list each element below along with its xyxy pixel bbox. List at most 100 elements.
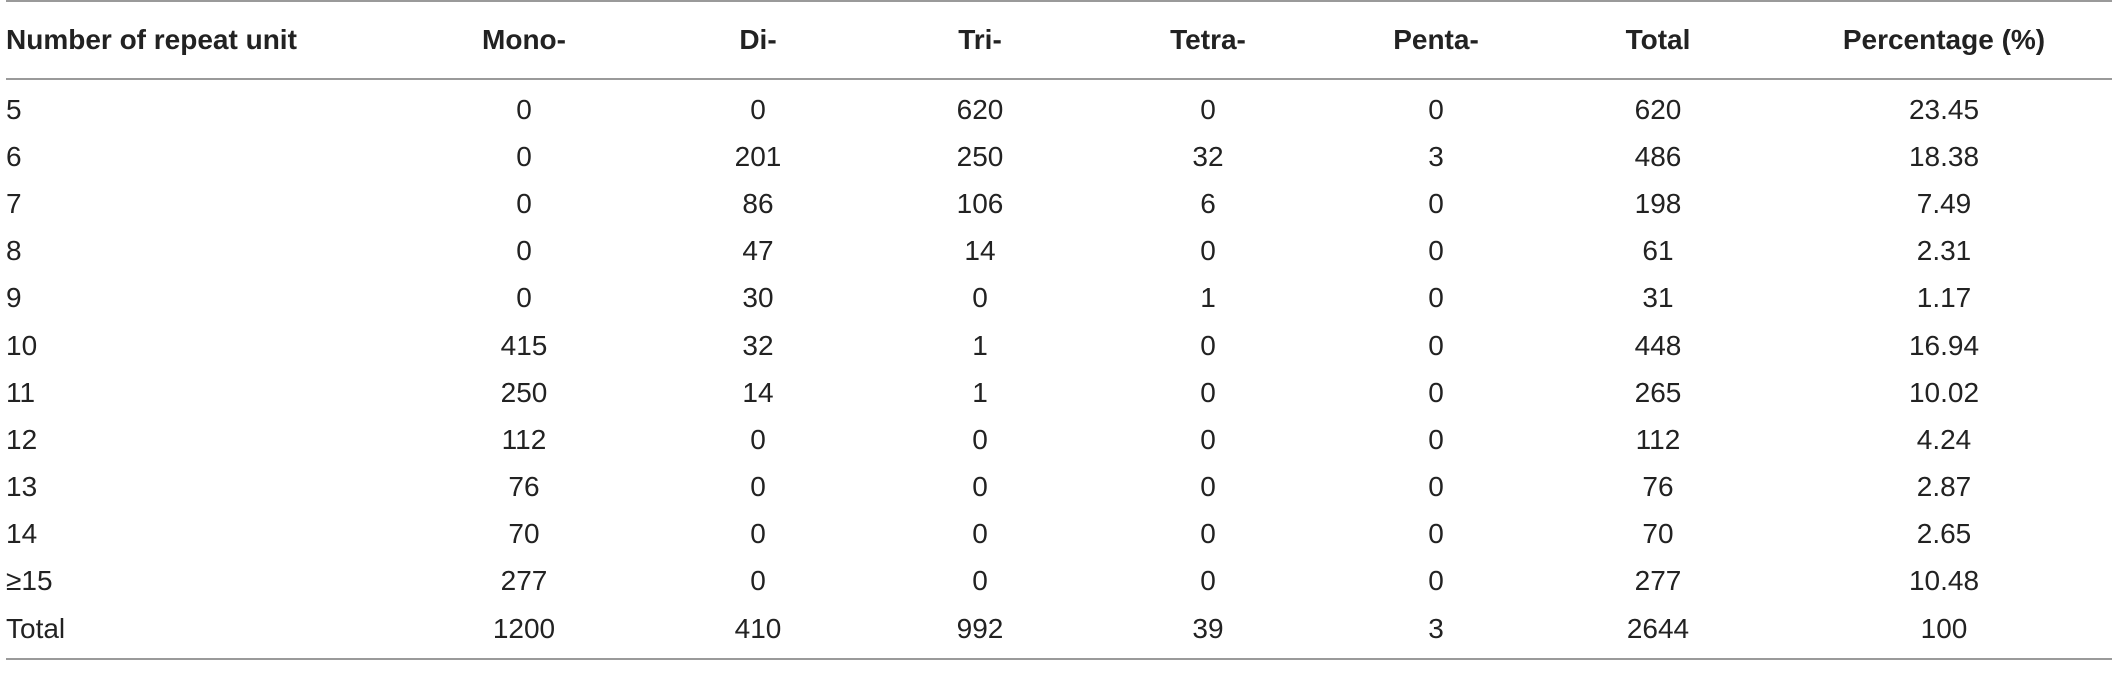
table-row: 13 76 0 0 0 0 76 2.87 <box>6 464 2112 511</box>
cell-penta: 0 <box>1428 423 1444 455</box>
cell-tetra: 0 <box>1200 376 1216 408</box>
table-row: 12 112 0 0 0 0 112 4.24 <box>6 416 2112 463</box>
cell-tri: 106 <box>956 187 1004 219</box>
cell-penta: 0 <box>1428 565 1444 597</box>
cell-penta: 3 <box>1428 140 1444 172</box>
cell-percentage: 7.49 <box>1916 187 1972 219</box>
header-di: Di- <box>739 24 777 55</box>
cell-di: 30 <box>742 282 774 314</box>
header-repeat-unit: Number of repeat unit <box>6 24 297 55</box>
cell-total: 198 <box>1634 187 1682 219</box>
table-row: 9 0 30 0 1 0 31 1.17 <box>6 275 2112 322</box>
cell-penta: 0 <box>1428 93 1444 125</box>
cell-tri: 992 <box>956 612 1004 644</box>
cell-mono: 76 <box>508 471 540 503</box>
cell-mono: 0 <box>516 235 532 267</box>
cell-tri: 0 <box>972 518 988 550</box>
cell-tetra: 0 <box>1200 423 1216 455</box>
header-percentage: Percentage (%) <box>1842 24 2046 55</box>
cell-tetra: 6 <box>1200 187 1216 219</box>
cell-repeat-unit: 12 <box>6 423 38 455</box>
cell-mono: 277 <box>500 565 548 597</box>
repeat-unit-table-container: Number of repeat unit Mono- Di- Tri- Tet… <box>6 0 2112 660</box>
cell-tri: 250 <box>956 140 1004 172</box>
cell-total: 76 <box>1642 471 1674 503</box>
cell-tetra: 0 <box>1200 518 1216 550</box>
header-row: Number of repeat unit Mono- Di- Tri- Tet… <box>6 1 2112 79</box>
table-header: Number of repeat unit Mono- Di- Tri- Tet… <box>6 1 2112 79</box>
cell-penta: 0 <box>1428 187 1444 219</box>
cell-di: 0 <box>750 565 766 597</box>
cell-percentage: 23.45 <box>1908 93 1980 125</box>
cell-repeat-unit: 7 <box>6 187 22 219</box>
cell-percentage: 2.65 <box>1916 518 1972 550</box>
cell-repeat-unit: 13 <box>6 471 38 503</box>
cell-tri: 620 <box>956 93 1004 125</box>
cell-repeat-unit: 9 <box>6 282 22 314</box>
cell-tetra: 0 <box>1200 471 1216 503</box>
cell-mono: 0 <box>516 140 532 172</box>
cell-mono: 415 <box>500 329 548 361</box>
cell-tetra: 0 <box>1200 235 1216 267</box>
cell-tri: 0 <box>972 565 988 597</box>
cell-total: 448 <box>1634 329 1682 361</box>
table-row: 14 70 0 0 0 0 70 2.65 <box>6 511 2112 558</box>
cell-total: 486 <box>1634 140 1682 172</box>
cell-repeat-unit: 8 <box>6 235 22 267</box>
cell-penta: 0 <box>1428 518 1444 550</box>
cell-percentage: 2.87 <box>1916 471 1972 503</box>
table-row: 10 415 32 1 0 0 448 16.94 <box>6 322 2112 369</box>
cell-repeat-unit: ≥15 <box>6 565 53 597</box>
cell-repeat-unit: Total <box>6 612 66 644</box>
table-row: 6 0 201 250 32 3 486 18.38 <box>6 133 2112 180</box>
header-mono: Mono- <box>482 24 566 55</box>
cell-repeat-unit: 5 <box>6 93 22 125</box>
cell-tri: 1 <box>972 329 988 361</box>
table-row: 11 250 14 1 0 0 265 10.02 <box>6 369 2112 416</box>
cell-total: 277 <box>1634 565 1682 597</box>
cell-tetra: 0 <box>1200 565 1216 597</box>
cell-total: 620 <box>1634 93 1682 125</box>
table-body: 5 0 0 620 0 0 620 23.45 6 0 201 250 32 3 486 18.38 7 0 86 1… <box>6 79 2112 660</box>
cell-total: 70 <box>1642 518 1674 550</box>
cell-mono: 70 <box>508 518 540 550</box>
cell-mono: 112 <box>501 423 547 455</box>
cell-di: 0 <box>750 471 766 503</box>
cell-penta: 0 <box>1428 376 1444 408</box>
cell-penta: 0 <box>1428 471 1444 503</box>
cell-di: 201 <box>734 140 782 172</box>
cell-repeat-unit: 6 <box>6 140 22 172</box>
cell-penta: 0 <box>1428 235 1444 267</box>
cell-mono: 0 <box>516 282 532 314</box>
cell-di: 0 <box>750 518 766 550</box>
cell-mono: 0 <box>516 187 532 219</box>
cell-tetra: 39 <box>1192 612 1224 644</box>
cell-percentage: 18.38 <box>1908 140 1980 172</box>
header-penta: Penta- <box>1393 24 1479 55</box>
cell-di: 0 <box>750 423 766 455</box>
cell-di: 47 <box>742 235 774 267</box>
table-row: 7 0 86 106 6 0 198 7.49 <box>6 180 2112 227</box>
cell-total: 2644 <box>1626 612 1690 644</box>
cell-percentage: 100 <box>1920 612 1968 644</box>
cell-total: 265 <box>1634 376 1682 408</box>
cell-tri: 0 <box>972 471 988 503</box>
cell-percentage: 1.17 <box>1916 282 1972 314</box>
cell-percentage: 10.48 <box>1908 565 1980 597</box>
table-row: 8 0 47 14 0 0 61 2.31 <box>6 228 2112 275</box>
cell-di: 86 <box>742 187 774 219</box>
cell-mono: 250 <box>500 376 548 408</box>
cell-di: 32 <box>742 329 774 361</box>
cell-total: 61 <box>1642 235 1674 267</box>
repeat-unit-table: Number of repeat unit Mono- Di- Tri- Tet… <box>6 0 2112 660</box>
cell-total: 31 <box>1642 282 1674 314</box>
cell-repeat-unit: 11 <box>6 376 36 408</box>
header-total: Total <box>1625 24 1691 55</box>
cell-total: 112 <box>1635 423 1681 455</box>
cell-tri: 14 <box>964 235 996 267</box>
cell-di: 14 <box>742 376 774 408</box>
cell-percentage: 2.31 <box>1916 235 1972 267</box>
cell-tetra: 0 <box>1200 329 1216 361</box>
cell-percentage: 4.24 <box>1916 423 1972 455</box>
cell-penta: 0 <box>1428 282 1444 314</box>
